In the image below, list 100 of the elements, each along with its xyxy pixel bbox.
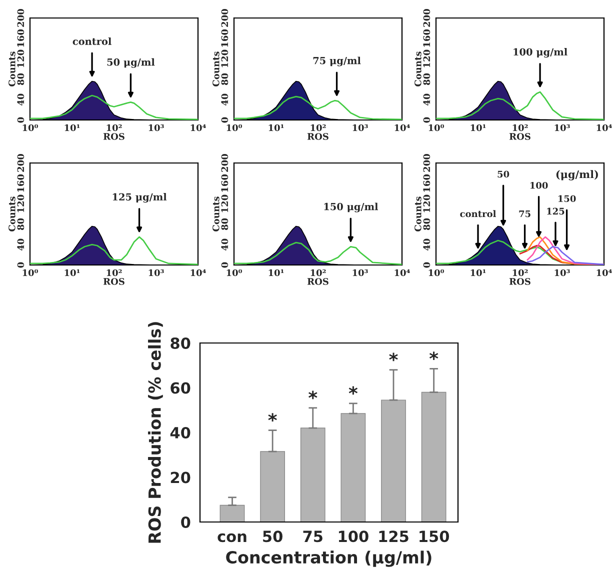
annotation: 75 μg/ml — [313, 56, 361, 66]
annotation: * — [389, 352, 398, 362]
x-tick-label: 10⁰ — [428, 124, 444, 132]
y-tick-label: 0 — [17, 262, 24, 268]
x-tick-label: 10¹ — [470, 269, 486, 276]
x-tick-label: 10⁴ — [394, 124, 410, 132]
x-axis-title: ROS — [103, 278, 124, 285]
annotation: * — [348, 386, 358, 395]
x-tick-label: 10² — [106, 124, 122, 132]
y-tick-label: 80 — [221, 73, 228, 86]
y-tick-label: 80 — [423, 73, 430, 86]
y-axis-title: Counts — [212, 52, 220, 86]
x-tick-label: 50 — [263, 530, 282, 542]
annotation: 100 μg/ml — [514, 48, 568, 58]
x-tick-label: con — [218, 533, 246, 542]
x-axis-title: ROS — [307, 278, 328, 285]
y-tick-label: 200 — [221, 154, 228, 172]
x-tick-label: 10¹ — [64, 124, 80, 132]
x-axis-title: Concentration (μg/ml) — [226, 550, 432, 567]
x-tick-label: 10⁰ — [22, 124, 38, 132]
y-axis-title: ROS Prodution (% cells) — [148, 322, 163, 543]
y-tick-label: 0 — [221, 262, 228, 268]
y-tick-label: 160 — [221, 29, 228, 47]
y-tick-label: 200 — [17, 9, 24, 27]
y-tick-label: 40 — [423, 94, 430, 106]
y-tick-label: 40 — [423, 238, 430, 251]
y-tick-label: 0 — [221, 117, 228, 123]
y-axis-title: Counts — [8, 196, 16, 232]
annotation: * — [429, 352, 438, 360]
x-tick-label: 10⁴ — [190, 124, 206, 132]
annotation: 150 — [558, 195, 576, 202]
annotation: 50 — [498, 170, 510, 178]
x-tick-label: 10⁰ — [226, 124, 242, 132]
annotation: control — [460, 210, 496, 218]
y-axis-title: Counts — [414, 52, 422, 86]
y-tick-label: 160 — [17, 29, 24, 47]
y-tick-label: 40 — [221, 238, 228, 251]
y-tick-label: 120 — [423, 50, 430, 68]
x-tick-label: 10³ — [554, 269, 570, 276]
annotation: 100 — [530, 182, 548, 189]
y-tick-label: 200 — [17, 154, 24, 172]
y-tick-label: 0 — [423, 117, 430, 123]
y-tick-label: 80 — [170, 337, 190, 350]
x-tick-label: 10² — [512, 124, 528, 132]
y-tick-label: 20 — [170, 472, 190, 484]
x-tick-label: 10³ — [148, 269, 164, 276]
y-axis-title: Counts — [8, 52, 16, 86]
y-tick-label: 80 — [423, 218, 430, 230]
y-tick-label: 120 — [221, 50, 228, 68]
x-tick-label: 10⁰ — [226, 269, 242, 276]
x-tick-label: 10¹ — [64, 269, 80, 276]
annotation: 125 μg/ml — [112, 193, 167, 203]
y-tick-label: 40 — [17, 94, 24, 106]
annotation: 50 μg/ml — [107, 58, 155, 68]
x-tick-label: 10⁴ — [394, 269, 410, 276]
y-tick-label: 120 — [423, 194, 430, 212]
annotation: * — [308, 390, 318, 400]
y-tick-label: 120 — [17, 50, 24, 68]
x-tick-label: 10³ — [554, 124, 570, 132]
y-tick-label: 40 — [170, 426, 190, 439]
y-tick-label: 0 — [17, 117, 24, 123]
x-tick-label: 10¹ — [470, 124, 486, 132]
y-tick-label: 0 — [181, 516, 190, 528]
y-tick-label: 40 — [17, 238, 24, 251]
y-tick-label: 80 — [17, 73, 24, 86]
x-tick-label: 10³ — [352, 124, 368, 132]
x-tick-label: 10² — [106, 269, 122, 276]
x-tick-label: 10⁴ — [596, 269, 612, 276]
y-tick-label: 120 — [221, 194, 228, 212]
x-tick-label: 10³ — [352, 269, 368, 276]
x-tick-label: 10² — [512, 269, 528, 276]
y-tick-label: 60 — [170, 382, 190, 394]
x-tick-label: 75 — [303, 530, 322, 542]
x-tick-label: 150 — [420, 530, 450, 542]
y-tick-label: 40 — [221, 94, 228, 106]
annotation: 75 — [519, 210, 530, 218]
x-tick-label: 10² — [310, 124, 326, 132]
annotation: 150 μg/ml — [324, 202, 378, 212]
annotation: (μg/ml) — [556, 170, 598, 180]
y-tick-label: 160 — [423, 174, 430, 192]
y-tick-label: 200 — [423, 154, 430, 172]
x-tick-label: 10³ — [148, 124, 164, 132]
x-tick-label: 10¹ — [268, 269, 284, 276]
y-axis-title: Counts — [414, 196, 422, 232]
y-tick-label: 200 — [221, 9, 228, 27]
x-axis-title: ROS — [509, 133, 530, 140]
x-tick-label: 10⁰ — [22, 269, 38, 276]
x-axis-title: ROS — [307, 133, 328, 140]
annotation: * — [268, 413, 277, 422]
x-axis-title: ROS — [509, 278, 530, 285]
y-tick-label: 160 — [17, 174, 24, 192]
x-tick-label: 10² — [310, 269, 326, 276]
y-tick-label: 200 — [423, 9, 430, 27]
y-tick-label: 160 — [423, 29, 430, 47]
x-axis-title: ROS — [103, 133, 124, 140]
x-tick-label: 10⁴ — [190, 269, 206, 276]
y-tick-label: 160 — [221, 174, 228, 192]
y-axis-title: Counts — [212, 196, 220, 232]
x-tick-label: 10⁰ — [428, 269, 444, 276]
x-tick-label: 125 — [379, 530, 408, 542]
